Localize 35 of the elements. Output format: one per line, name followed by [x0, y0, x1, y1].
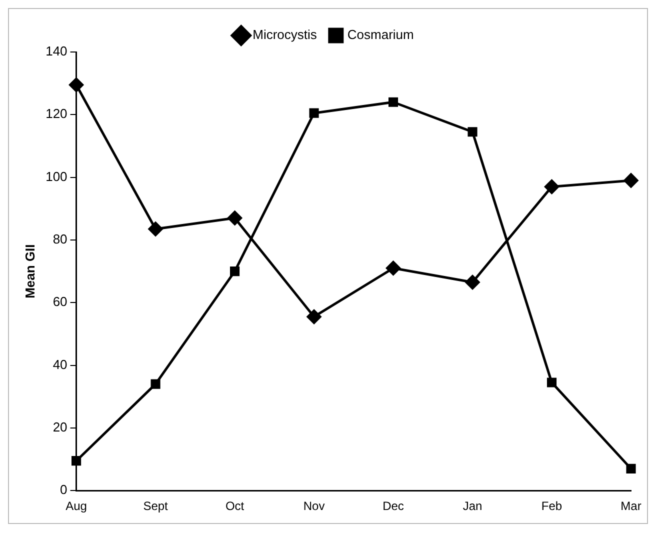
- y-axis-title: Mean GII: [22, 244, 38, 298]
- x-tick-label: Oct: [225, 499, 245, 514]
- point: [69, 78, 84, 92]
- point: [72, 456, 82, 466]
- point: [624, 173, 638, 188]
- point: [468, 127, 478, 137]
- point: [148, 222, 163, 236]
- y-tick-label: 40: [52, 356, 68, 372]
- legend-label: Cosmarium: [347, 27, 414, 42]
- point: [230, 266, 240, 276]
- x-tick-label: Nov: [303, 499, 325, 514]
- y-tick-label: 100: [46, 168, 68, 184]
- point: [309, 108, 319, 118]
- y-tick-label: 120: [46, 106, 68, 122]
- y-tick-label: 60: [52, 294, 68, 310]
- point: [388, 97, 398, 107]
- x-tick-label: Jan: [462, 499, 482, 514]
- point: [544, 179, 560, 194]
- point: [465, 275, 480, 290]
- y-tick-label: 80: [52, 232, 68, 247]
- point: [546, 378, 557, 388]
- legend-label: Microcystis: [252, 27, 318, 42]
- point: [386, 260, 401, 276]
- point: [150, 379, 160, 389]
- point: [626, 464, 636, 474]
- x-tick-label: Mar: [620, 499, 642, 514]
- y-tick-label: 20: [52, 420, 68, 435]
- x-tick-label: Sept: [143, 499, 169, 514]
- point: [228, 210, 242, 226]
- point: [306, 309, 322, 324]
- x-tick-label: Feb: [541, 499, 562, 514]
- x-tick-label: Aug: [66, 499, 87, 514]
- x-tick-label: Dec: [382, 499, 404, 514]
- y-tick-label: 140: [46, 44, 68, 59]
- y-tick-label: 0: [60, 482, 68, 498]
